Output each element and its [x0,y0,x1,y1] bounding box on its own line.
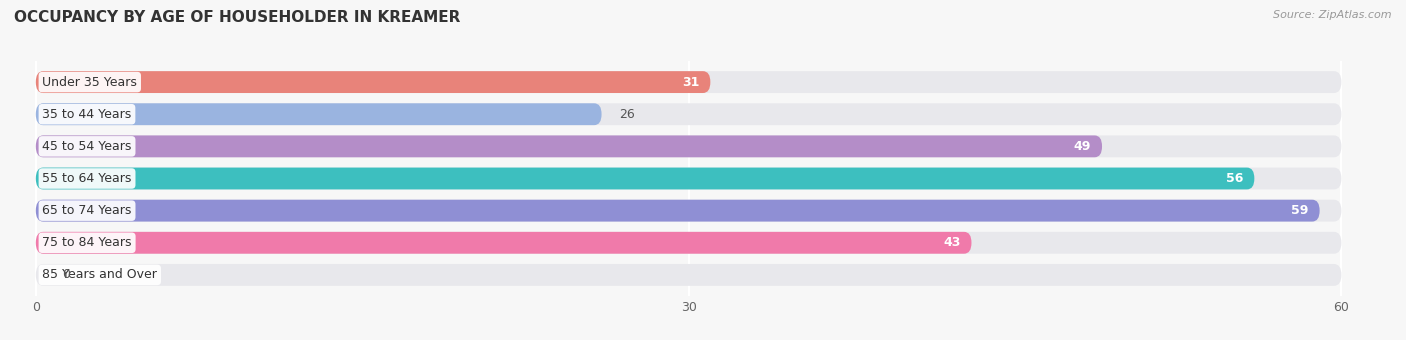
Text: 56: 56 [1226,172,1243,185]
Text: Under 35 Years: Under 35 Years [42,75,138,89]
FancyBboxPatch shape [35,135,1102,157]
Text: 43: 43 [943,236,960,249]
Text: 26: 26 [619,108,634,121]
Text: 31: 31 [682,75,700,89]
Text: 49: 49 [1074,140,1091,153]
FancyBboxPatch shape [35,71,710,93]
Text: 45 to 54 Years: 45 to 54 Years [42,140,132,153]
FancyBboxPatch shape [35,168,1254,189]
FancyBboxPatch shape [35,264,1341,286]
FancyBboxPatch shape [35,200,1320,222]
Text: 85 Years and Over: 85 Years and Over [42,268,157,282]
Text: 65 to 74 Years: 65 to 74 Years [42,204,132,217]
Text: 55 to 64 Years: 55 to 64 Years [42,172,132,185]
FancyBboxPatch shape [35,232,972,254]
FancyBboxPatch shape [35,200,1341,222]
Text: 0: 0 [62,268,70,282]
FancyBboxPatch shape [35,103,602,125]
FancyBboxPatch shape [35,135,1341,157]
FancyBboxPatch shape [35,168,1341,189]
Text: 35 to 44 Years: 35 to 44 Years [42,108,132,121]
Text: 59: 59 [1291,204,1309,217]
FancyBboxPatch shape [35,71,1341,93]
FancyBboxPatch shape [35,232,1341,254]
Text: Source: ZipAtlas.com: Source: ZipAtlas.com [1274,10,1392,20]
Text: 75 to 84 Years: 75 to 84 Years [42,236,132,249]
FancyBboxPatch shape [35,103,1341,125]
Text: OCCUPANCY BY AGE OF HOUSEHOLDER IN KREAMER: OCCUPANCY BY AGE OF HOUSEHOLDER IN KREAM… [14,10,460,25]
